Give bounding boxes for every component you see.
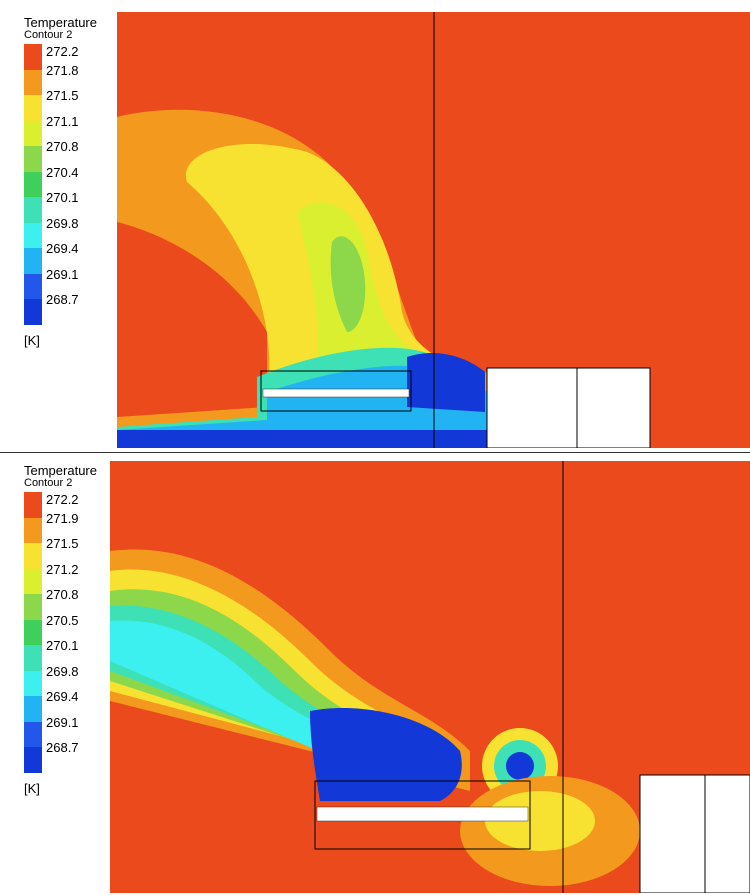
legend-tick-label: 269.4 xyxy=(46,689,79,704)
legend-row: 270.4 xyxy=(24,165,114,197)
legend-tick-label: 270.8 xyxy=(46,587,79,602)
legend-row: 268.7 xyxy=(24,740,114,773)
legend-row: 271.8 xyxy=(24,63,114,95)
legend-tick-label: 270.1 xyxy=(46,638,79,653)
legend-tick-label: 270.5 xyxy=(46,612,79,628)
temperature-contour-plot xyxy=(110,461,750,893)
legend-row: 269.1 xyxy=(24,715,114,747)
legend-top: Temperature Contour 2 272.2 271.8 271.5 271… xyxy=(24,16,114,348)
legend-row: 269.1 xyxy=(24,267,114,299)
contour-panel-top: Temperature Contour 2 272.2 271.8 271.5 271… xyxy=(0,12,750,453)
legend-row: 271.5 xyxy=(24,536,114,569)
legend-tick-label: 272.2 xyxy=(46,492,79,507)
legend-swatch xyxy=(24,721,42,747)
legend-tick-label: 271.2 xyxy=(46,561,79,577)
legend-swatch xyxy=(24,543,42,569)
legend-tick-label: 271.5 xyxy=(46,88,79,103)
legend-swatch xyxy=(24,171,42,197)
legend-tick-label: 268.7 xyxy=(46,292,79,307)
legend-colorbar: 272.2 271.8 271.5 271.1 270.8 270.4 270.1 269.8… xyxy=(24,44,114,325)
legend-row: 271.1 xyxy=(24,114,114,146)
legend-row: 269.4 xyxy=(24,241,114,274)
legend-tick-label: 269.8 xyxy=(46,215,79,231)
legend-swatch xyxy=(24,696,42,722)
legend-tick-label: 270.1 xyxy=(46,190,79,205)
legend-row: 270.8 xyxy=(24,587,114,620)
legend-swatch xyxy=(24,747,42,773)
temperature-contour-plot xyxy=(117,12,750,448)
legend-tick-label: 271.8 xyxy=(46,62,79,78)
legend-unit: [K] xyxy=(24,780,40,796)
legend-row: 272.2 xyxy=(24,44,114,70)
legend-tick-label: 269.8 xyxy=(46,663,79,679)
legend-swatch xyxy=(24,517,42,543)
legend-tick-label: 271.9 xyxy=(46,510,79,526)
legend-swatch xyxy=(24,619,42,645)
legend-tick-label: 268.7 xyxy=(46,740,79,755)
legend-unit: [K] xyxy=(24,332,40,348)
legend-row: 269.8 xyxy=(24,664,114,696)
legend-row: 271.5 xyxy=(24,88,114,121)
legend-swatch xyxy=(24,568,42,594)
legend-swatch xyxy=(24,95,42,121)
legend-row: 270.5 xyxy=(24,613,114,645)
legend-colorbar: 272.2 271.9 271.5 271.2 270.8 270.5 270.1 269.8… xyxy=(24,492,114,773)
legend-row: 269.8 xyxy=(24,216,114,248)
legend-title: Temperature xyxy=(24,463,97,478)
legend-tick-label: 272.2 xyxy=(46,44,79,59)
legend-swatch xyxy=(24,594,42,620)
legend-subtitle: Contour 2 xyxy=(24,29,73,41)
legend-tick-label: 269.1 xyxy=(46,266,79,282)
legend-swatch xyxy=(24,44,42,70)
legend-swatch xyxy=(24,670,42,696)
legend-row: 269.4 xyxy=(24,689,114,722)
legend-swatch xyxy=(24,273,42,299)
legend-tick-label: 271.1 xyxy=(46,113,79,129)
legend-row: 270.1 xyxy=(24,638,114,671)
legend-swatch xyxy=(24,120,42,146)
legend-swatch xyxy=(24,222,42,248)
legend-swatch xyxy=(24,248,42,274)
legend-tick-label: 269.1 xyxy=(46,714,79,730)
legend-title: Temperature xyxy=(24,15,97,30)
legend-row: 272.2 xyxy=(24,492,114,518)
legend-tick-label: 270.4 xyxy=(46,164,79,180)
legend-swatch xyxy=(24,69,42,95)
legend-bottom: Temperature Contour 2 272.2 271.9 271.5 271… xyxy=(24,464,114,796)
legend-tick-label: 271.5 xyxy=(46,536,79,551)
contour-panel-bottom: Temperature Contour 2 272.2 271.9 271.5 271… xyxy=(0,453,750,895)
legend-row: 270.8 xyxy=(24,139,114,172)
legend-swatch xyxy=(24,197,42,223)
legend-tick-label: 269.4 xyxy=(46,241,79,256)
legend-swatch xyxy=(24,645,42,671)
legend-row: 268.7 xyxy=(24,292,114,325)
legend-subtitle: Contour 2 xyxy=(24,477,73,489)
legend-swatch xyxy=(24,299,42,325)
legend-row: 271.9 xyxy=(24,511,114,543)
legend-row: 271.2 xyxy=(24,562,114,594)
legend-swatch xyxy=(24,146,42,172)
legend-row: 270.1 xyxy=(24,190,114,223)
legend-tick-label: 270.8 xyxy=(46,139,79,154)
legend-swatch xyxy=(24,492,42,518)
